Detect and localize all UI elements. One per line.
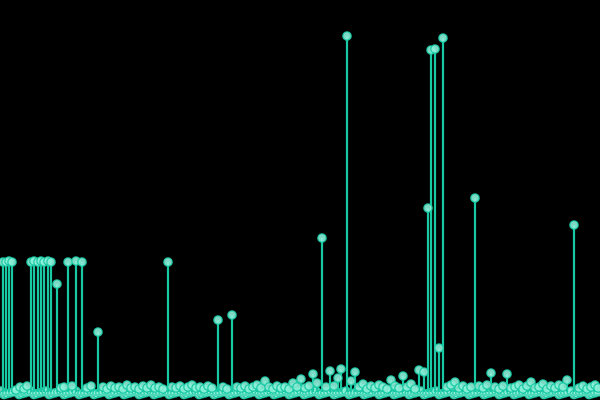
stem-marker: [59, 382, 69, 392]
stem-marker: [7, 257, 17, 267]
stem-marker: [593, 383, 600, 393]
stem-marker: [382, 384, 392, 394]
stem-marker: [498, 381, 508, 391]
stem-marker: [325, 366, 335, 376]
stem-marker: [419, 367, 429, 377]
stem-marker: [482, 380, 492, 390]
stem-marker: [430, 44, 440, 54]
stem-marker-layer: [0, 31, 600, 395]
stem-marker: [163, 257, 173, 267]
stem-marker: [77, 257, 87, 267]
stem-marker: [52, 279, 62, 289]
stem-marker: [466, 382, 476, 392]
stem-marker: [434, 343, 444, 353]
stem-marker: [292, 382, 302, 392]
stem-marker: [93, 327, 103, 337]
stem-marker: [222, 384, 232, 394]
stem-marker: [486, 368, 496, 378]
stem-marker: [438, 33, 448, 43]
stem-marker: [308, 369, 318, 379]
stem-marker: [67, 381, 77, 391]
stem-line-layer: [1, 36, 600, 392]
stem-marker: [342, 31, 352, 41]
stem-marker: [336, 364, 346, 374]
stem-marker: [410, 384, 420, 394]
stem-marker: [502, 369, 512, 379]
stem-marker: [22, 381, 32, 391]
stem-marker: [569, 220, 579, 230]
stem-marker: [350, 367, 360, 377]
stem-marker: [227, 310, 237, 320]
stem-marker: [213, 315, 223, 325]
stem-marker: [46, 257, 56, 267]
stem-marker: [558, 382, 568, 392]
stem-marker: [296, 374, 306, 384]
stem-marker: [304, 381, 314, 391]
stem-marker: [470, 193, 480, 203]
stem-marker: [86, 381, 96, 391]
stem-marker: [158, 384, 168, 394]
stem-marker: [207, 383, 217, 393]
stem-marker: [333, 373, 343, 383]
stem-marker: [398, 371, 408, 381]
stem-marker: [312, 378, 322, 388]
stem-marker: [562, 375, 572, 385]
stem-marker: [329, 381, 339, 391]
stem-marker: [423, 203, 433, 213]
stem-marker: [346, 376, 356, 386]
stem-marker: [394, 383, 404, 393]
stem-marker: [63, 257, 73, 267]
stem-marker: [321, 382, 331, 392]
stem-marker: [317, 233, 327, 243]
